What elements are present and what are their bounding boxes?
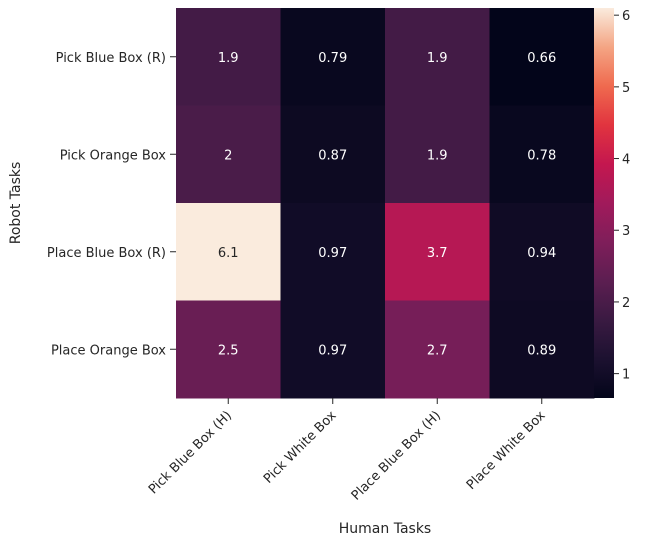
heatmap-cell	[280, 300, 386, 399]
cell-value-label: 2.5	[218, 343, 239, 358]
cell-value-label: 0.97	[318, 246, 347, 261]
x-axis-ticks: Pick Blue Box (H) Pick White Box Place Blu…	[146, 398, 549, 504]
cell-value-label: 2.7	[427, 343, 448, 358]
heatmap-cell	[385, 300, 490, 399]
x-tick-label: Place Blue Box (H)	[349, 408, 444, 503]
y-tick-label: Pick Blue Box (R)	[56, 51, 166, 66]
y-tick-label: Place Orange Box	[51, 343, 166, 358]
cell-value-label: 0.97	[318, 343, 347, 358]
colorbar-tick-label: 6	[622, 9, 630, 24]
y-axis-label: Robot Tasks	[8, 162, 24, 245]
y-tick-label: Place Blue Box (R)	[47, 246, 166, 261]
cell-value-label: 2	[224, 148, 232, 163]
colorbar-tick-label: 3	[622, 224, 630, 239]
heatmap-cells	[176, 8, 595, 399]
x-axis-label: Human Tasks	[339, 521, 431, 537]
cell-value-label: 1.9	[427, 148, 448, 163]
x-tick-label: Pick White Box	[261, 408, 340, 487]
heatmap-cell	[489, 203, 595, 301]
y-axis-ticks: Pick Blue Box (R) Pick Orange Box Place Bl…	[47, 51, 176, 358]
heatmap-cell-labels: 1.9 0.79 1.9 0.66 2 0.87 1.9 0.78 6.1 0.97 3.7 0.94…	[218, 51, 556, 359]
colorbar-tick-label: 1	[622, 368, 630, 383]
heatmap-cell	[280, 105, 386, 204]
colorbar	[594, 8, 614, 398]
heatmap-cell	[280, 203, 386, 301]
colorbar-tick-label: 5	[622, 81, 630, 96]
heatmap-cell	[385, 8, 490, 106]
cell-value-label: 1.9	[427, 51, 448, 66]
heatmap-cell	[489, 8, 595, 106]
heatmap-cell	[280, 8, 386, 106]
y-tick-label: Pick Orange Box	[60, 148, 167, 163]
heatmap-cell	[176, 8, 281, 106]
cell-value-label: 0.89	[527, 343, 556, 358]
x-tick-label: Pick Blue Box (H)	[146, 408, 235, 497]
heatmap-cell	[489, 105, 595, 204]
heatmap-cell	[385, 203, 490, 301]
cell-value-label: 0.87	[318, 148, 347, 163]
heatmap-cell	[385, 105, 490, 204]
heatmap-cell	[489, 300, 595, 399]
colorbar-ticks: 1 2 3 4 5 6	[614, 9, 630, 383]
cell-value-label: 6.1	[218, 246, 239, 261]
x-tick-label: Place White Box	[464, 408, 549, 493]
heatmap-cell	[176, 105, 281, 204]
cell-value-label: 0.94	[527, 246, 556, 261]
colorbar-tick-label: 2	[622, 296, 630, 311]
heatmap-cell	[176, 203, 281, 301]
cell-value-label: 0.79	[318, 51, 347, 66]
cell-value-label: 0.78	[527, 148, 556, 163]
cell-value-label: 1.9	[218, 51, 239, 66]
cell-value-label: 0.66	[527, 51, 556, 66]
cell-value-label: 3.7	[427, 246, 448, 261]
heatmap-cell	[176, 300, 281, 399]
colorbar-tick-label: 4	[622, 153, 630, 168]
